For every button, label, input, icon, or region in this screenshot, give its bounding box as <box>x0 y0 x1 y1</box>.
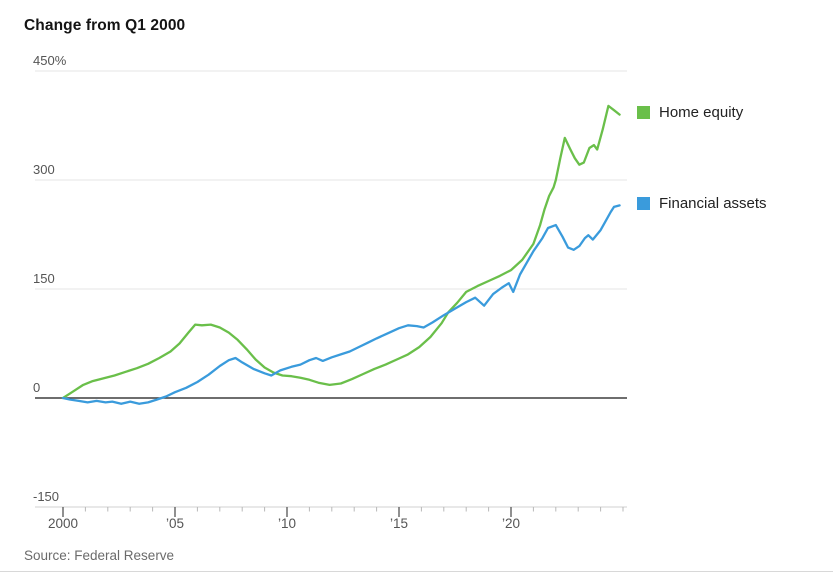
source-note: Source: Federal Reserve <box>24 548 175 563</box>
y-axis-label: -150 <box>33 489 59 504</box>
y-axis-label: 150 <box>33 271 55 286</box>
x-axis-label: 2000 <box>48 516 78 531</box>
x-axis-label: ’20 <box>502 516 520 531</box>
x-axis-label: ’10 <box>278 516 296 531</box>
x-axis-label: ’05 <box>166 516 184 531</box>
chart-title: Change from Q1 2000 <box>24 17 186 34</box>
legend-label-financial-assets: Financial assets <box>659 195 767 212</box>
financial-assets-swatch-icon <box>637 197 650 210</box>
y-axis-label: 450% <box>33 53 67 68</box>
legend-item-home-equity: Home equity <box>637 104 743 121</box>
home-equity-swatch-icon <box>637 106 650 119</box>
series-line-home-equity <box>61 104 621 400</box>
series-line-financial-assets <box>61 204 621 405</box>
legend-item-financial-assets: Financial assets <box>637 195 767 212</box>
y-axis-label: 300 <box>33 162 55 177</box>
y-axis-label: 0 <box>33 380 40 395</box>
bottom-divider <box>0 571 833 572</box>
legend-label-home-equity: Home equity <box>659 104 744 121</box>
x-axis-label: ’15 <box>390 516 408 531</box>
